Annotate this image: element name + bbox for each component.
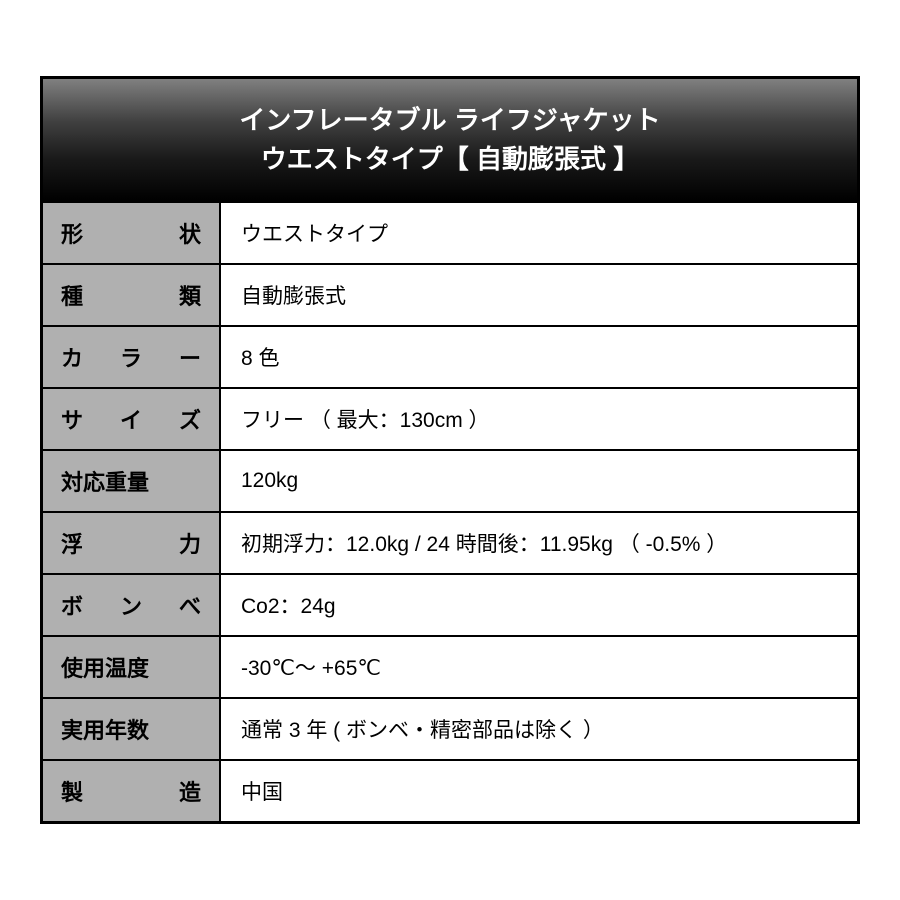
row-value: 120kg — [221, 451, 857, 511]
header-line2: ウエストタイプ【 自動膨張式 】 — [53, 140, 847, 179]
row-label: サ イ ズ — [43, 389, 221, 449]
row-value: 中国 — [221, 761, 857, 821]
table-row: 使用温度 -30℃～ +65℃ — [43, 637, 857, 699]
row-value: ウエストタイプ — [221, 203, 857, 263]
row-label: カ ラ ー — [43, 327, 221, 387]
row-value: 自動膨張式 — [221, 265, 857, 325]
table-row: 形 状 ウエストタイプ — [43, 203, 857, 265]
row-label: 対応重量 — [43, 451, 221, 511]
row-label: 浮 力 — [43, 513, 221, 573]
row-value: 通常 3 年 ( ボンベ・精密部品は除く ） — [221, 699, 857, 759]
row-label: 種 類 — [43, 265, 221, 325]
table-row: 実用年数 通常 3 年 ( ボンベ・精密部品は除く ） — [43, 699, 857, 761]
row-value: -30℃～ +65℃ — [221, 637, 857, 697]
row-value: 8 色 — [221, 327, 857, 387]
table-row: 種 類 自動膨張式 — [43, 265, 857, 327]
row-value: Co2：24g — [221, 575, 857, 635]
table-row: サ イ ズ フリー （ 最大：130cm ） — [43, 389, 857, 451]
row-value: フリー （ 最大：130cm ） — [221, 389, 857, 449]
row-value: 初期浮力：12.0kg / 24 時間後：11.95kg （ -0.5% ） — [221, 513, 857, 573]
table-row: 対応重量 120kg — [43, 451, 857, 513]
row-label: 製 造 — [43, 761, 221, 821]
spec-header: インフレータブル ライフジャケット ウエストタイプ【 自動膨張式 】 — [43, 79, 857, 203]
row-label: 使用温度 — [43, 637, 221, 697]
spec-table: インフレータブル ライフジャケット ウエストタイプ【 自動膨張式 】 形 状 ウ… — [40, 76, 860, 824]
table-row: 製 造 中国 — [43, 761, 857, 821]
header-line1: インフレータブル ライフジャケット — [53, 101, 847, 140]
table-row: ボ ン べ Co2：24g — [43, 575, 857, 637]
row-label: 実用年数 — [43, 699, 221, 759]
row-label: ボ ン べ — [43, 575, 221, 635]
row-label: 形 状 — [43, 203, 221, 263]
table-row: 浮 力 初期浮力：12.0kg / 24 時間後：11.95kg （ -0.5%… — [43, 513, 857, 575]
table-row: カ ラ ー 8 色 — [43, 327, 857, 389]
